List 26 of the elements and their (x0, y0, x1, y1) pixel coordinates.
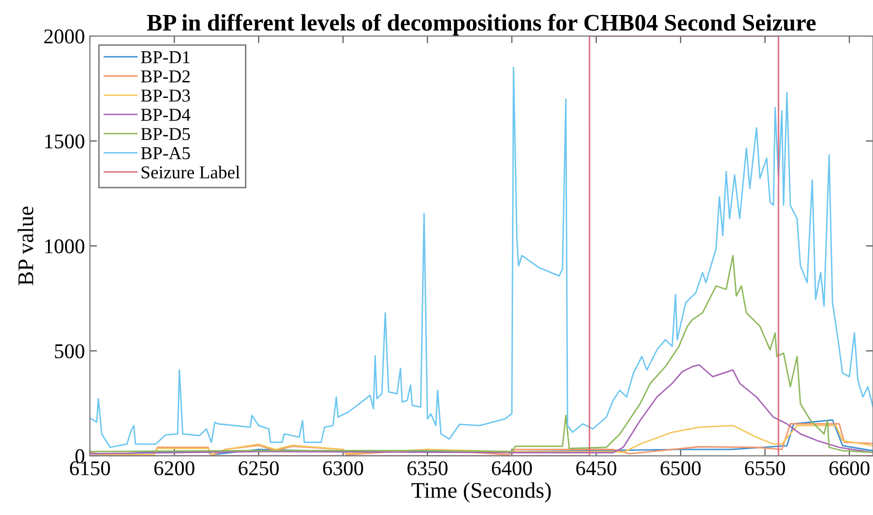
y-tick-label: 500 (55, 344, 84, 358)
x-tick-label: 6350 (408, 461, 448, 476)
x-tick-label: 6600 (829, 461, 870, 476)
x-axis-title: Time (Seconds) (412, 482, 551, 502)
legend-label: BP-D2 (140, 70, 190, 82)
legend-label: BP-D1 (140, 51, 190, 64)
x-tick-label: 6450 (576, 461, 616, 476)
x-tick-label: 6200 (154, 461, 194, 476)
y-tick-label: 2000 (44, 29, 84, 44)
chart-title: BP in different levels of decompositions for CHB04 Second Seizure (147, 14, 816, 36)
legend-label: BP-A5 (140, 147, 190, 160)
y-axis-title: BP value (18, 206, 34, 286)
x-tick-label: 6150 (70, 461, 110, 476)
x-tick-label: 6550 (745, 461, 786, 476)
line-series (90, 254, 873, 454)
y-tick-label: 1500 (45, 134, 84, 148)
y-tick-label: 0 (75, 449, 84, 464)
x-tick-label: 6400 (492, 461, 532, 476)
x-tick-label: 6300 (323, 461, 364, 476)
legend-label: BP-D3 (140, 90, 190, 102)
y-tick-label: 1000 (45, 239, 84, 254)
legend-label: BP-D5 (140, 128, 190, 140)
x-tick-label: 6250 (238, 461, 279, 476)
legend-label: Seizure Label (142, 166, 240, 178)
legend-label: BP-D4 (140, 108, 190, 121)
x-tick-label: 6500 (660, 461, 701, 476)
